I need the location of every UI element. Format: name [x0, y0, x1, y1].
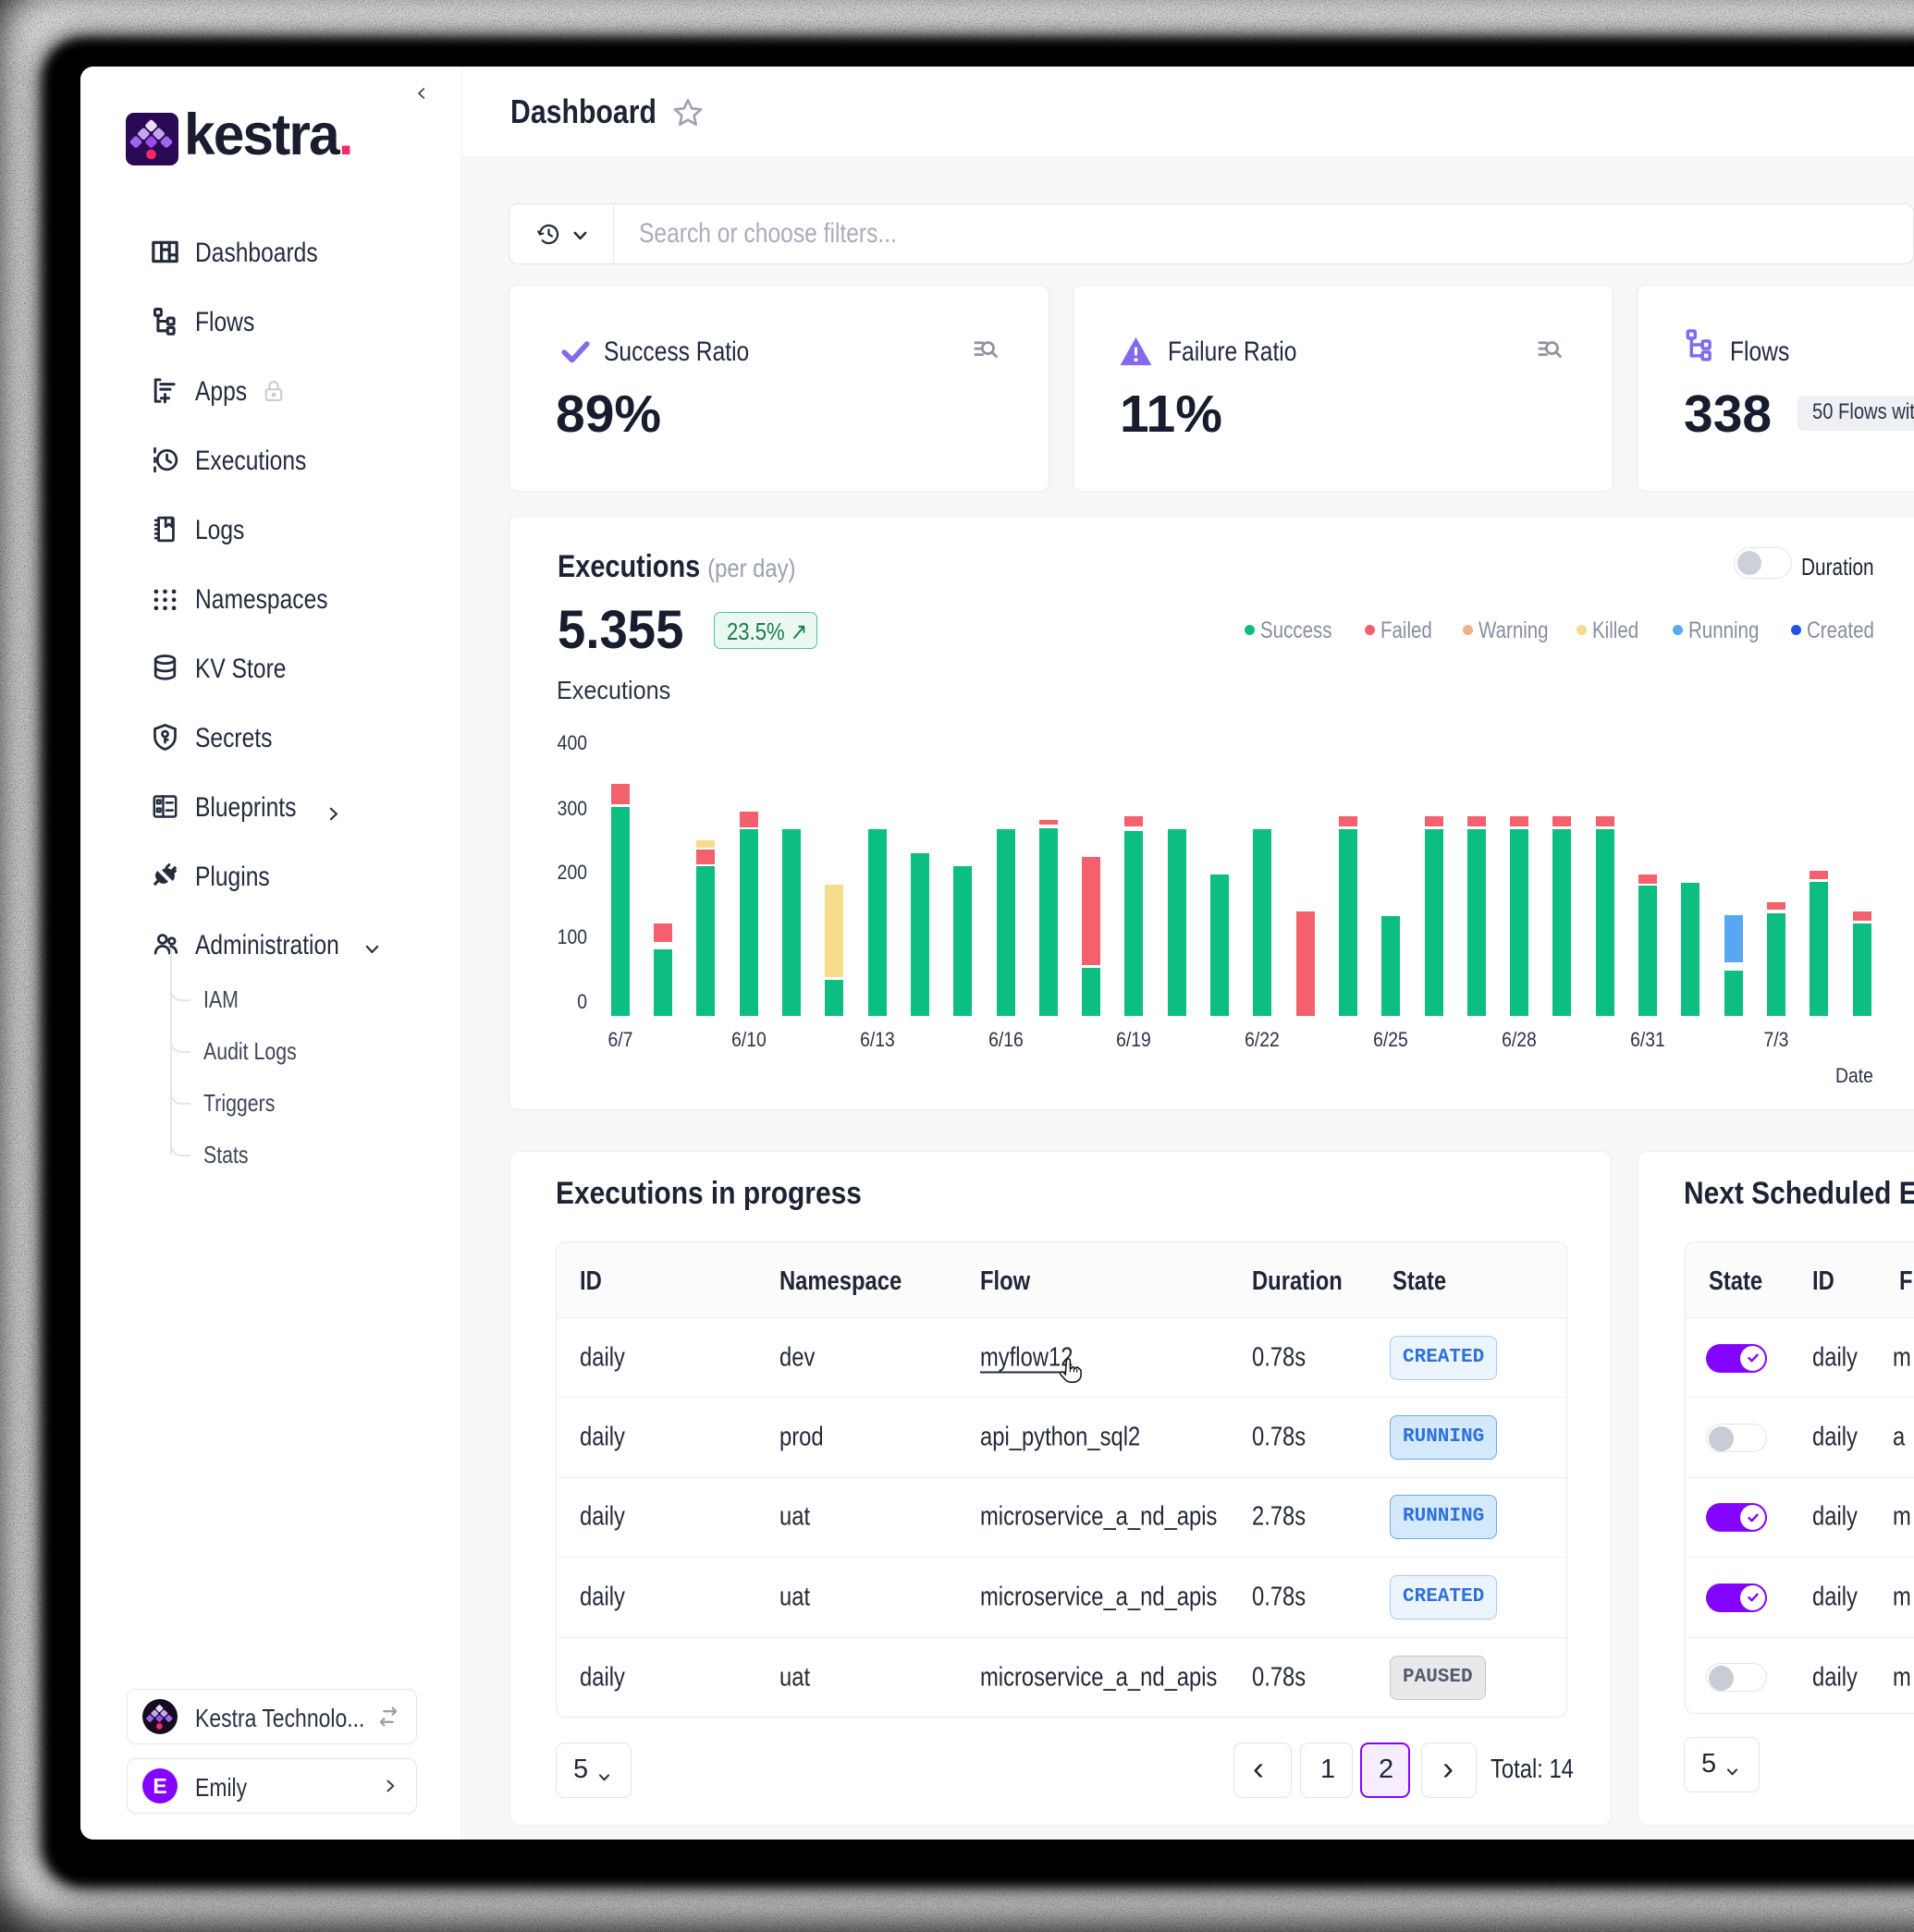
svg-text:E: E — [153, 1774, 166, 1798]
